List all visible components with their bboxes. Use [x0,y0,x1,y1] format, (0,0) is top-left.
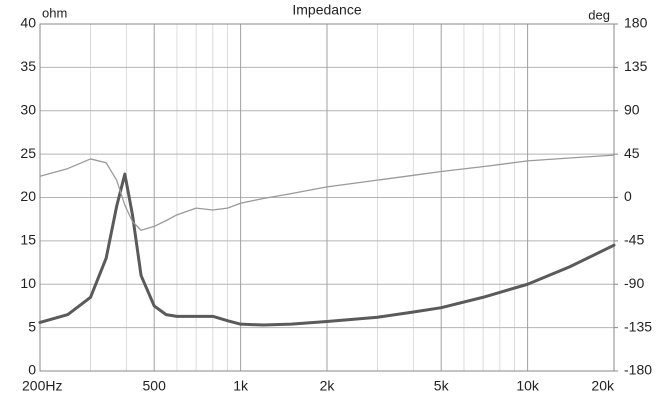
plot-frame [39,23,615,372]
x-tick-label: 500 [143,378,167,394]
y2-tick-label: 45 [624,145,640,161]
series-line [39,154,615,231]
y-tick-label: 0 [28,362,36,378]
y2-tick-label: 0 [624,188,632,204]
y-tick-label: 5 [28,318,36,334]
y2-tick-label: -45 [624,232,644,248]
y-tick-label: 10 [20,275,36,291]
y2-tick-label: -180 [624,362,652,378]
y2-tick-label: -135 [624,318,652,334]
x-tick-label: 200Hz [22,378,62,394]
y-tick-label: 35 [20,58,36,74]
x-tick-label: 20k [591,378,615,394]
series-line [38,172,616,327]
y2-tick-label: 180 [624,15,648,31]
y2-axis-unit: deg [588,7,610,22]
y-tick-label: 15 [20,232,36,248]
y-tick-label: 25 [20,145,36,161]
y-tick-label: 30 [20,101,36,117]
y2-tick-label: -90 [624,275,644,291]
y-axis-unit: ohm [42,5,67,20]
x-tick-label: 5k [434,378,450,394]
x-tick-label: 2k [320,378,336,394]
chart-title: Impedance [292,2,361,18]
y-tick-label: 20 [20,188,36,204]
x-tick-label: 1k [233,378,249,394]
y2-tick-label: 135 [624,58,648,74]
y-tick-label: 40 [20,15,36,31]
y2-tick-label: 90 [624,101,640,117]
x-tick-label: 10k [516,378,540,394]
